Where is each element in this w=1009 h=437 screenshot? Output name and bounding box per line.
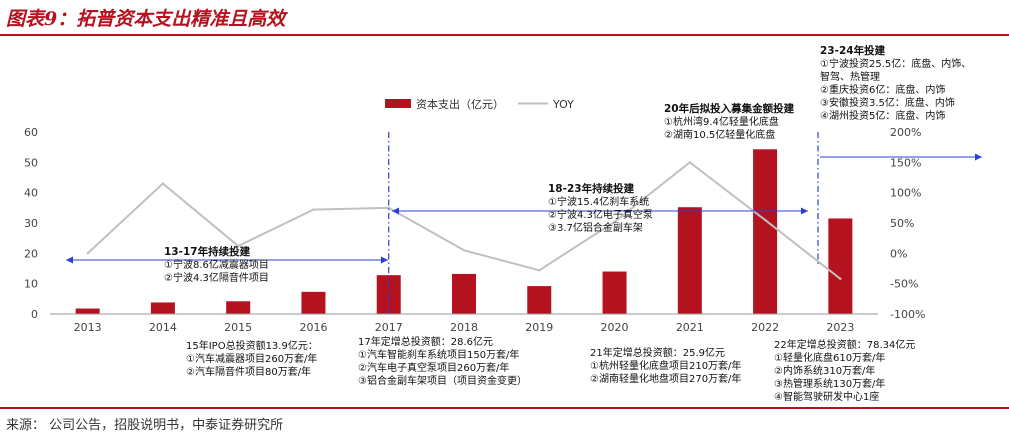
yoy-point — [688, 161, 692, 164]
capex-bar-2014 — [150, 302, 175, 314]
financing-line: 17年定增总投资额：28.6亿元 — [358, 335, 493, 348]
phase-line: ①宁波15.4亿刹车系统 — [548, 195, 649, 208]
y-right-tick-label: 50% — [890, 217, 914, 230]
axes-layer: 2013 2014 2015 2016 2017 2018 2019 2020 2021 2022… — [24, 126, 925, 334]
financing-line: ①汽车减震器项目260万套/年 — [186, 352, 317, 365]
phase-line: ④湖州投资5亿：底盘、内饰 — [820, 109, 945, 122]
legend-label-yoy: YOY — [552, 98, 574, 111]
capex-bar-2023 — [828, 218, 853, 314]
x-tick-label: 2013 — [74, 321, 102, 334]
labels-layer: 资本支出（亿元） YOY13-17年持续投建①宁波8.6亿减震器项目②宁波4.3亿… — [164, 44, 971, 403]
capex-bar-2021 — [677, 207, 702, 314]
legend-label-capex: 资本支出（亿元） — [416, 97, 504, 111]
phase-line: ③安徽投资3.5亿：底盘、内饰 — [820, 96, 955, 109]
financing-line: 15年IPO总投资额13.9亿元： — [186, 339, 318, 352]
financing-line: ③热管理系统130万套/年 — [774, 377, 885, 390]
financing-line: ④智能驾驶研发中心1座 — [774, 390, 879, 403]
yoy-point — [538, 269, 541, 272]
capex-bar-2018 — [452, 273, 476, 314]
phase-title: 23-24年投建 — [820, 44, 886, 57]
capex-bar-2020 — [602, 271, 627, 314]
y-left-tick-label: 10 — [24, 278, 38, 291]
capex-bar-2013 — [75, 308, 100, 314]
arrow-head — [381, 256, 388, 264]
financing-line: ②汽车隔音件项目80万套/年 — [186, 365, 311, 378]
arrow-head — [66, 256, 73, 264]
y-left-tick-label: 60 — [24, 126, 38, 139]
yoy-point — [462, 249, 466, 252]
x-tick-label: 2020 — [601, 321, 629, 334]
yoy-point — [839, 277, 842, 281]
financing-line: ②内饰系统310万套/年 — [774, 364, 875, 377]
y-left-tick-label: 30 — [24, 217, 38, 230]
phase-line: ①宁波投资25.5亿：底盘、内饰、 — [820, 57, 971, 70]
x-tick-label: 2018 — [450, 321, 478, 334]
y-right-tick-label: 200% — [890, 126, 921, 139]
y-right-tick-label: 100% — [890, 187, 921, 200]
arrow-head — [801, 207, 808, 215]
yoy-point — [387, 206, 390, 210]
x-tick-label: 2022 — [751, 321, 779, 334]
financing-line: ①杭州轻量化底盘项目210万套/年 — [590, 359, 741, 372]
phase-title: 20年后拟投入募集金额投建 — [664, 102, 795, 115]
y-right-tick-label: -100% — [890, 308, 925, 321]
capex-bar-2019 — [527, 286, 552, 314]
phase-line: 智驾、热管理 — [820, 70, 880, 83]
arrow-head — [392, 207, 399, 215]
yoy-point — [236, 244, 240, 248]
y-right-tick-label: 150% — [890, 156, 921, 169]
phase-title: 18-23年持续投建 — [548, 182, 635, 195]
yoy-point — [312, 208, 315, 211]
x-tick-label: 2016 — [299, 321, 327, 334]
y-left-tick-label: 50 — [24, 156, 38, 169]
x-tick-label: 2019 — [525, 321, 553, 334]
phase-line: ②宁波4.3亿隔音件项目 — [164, 271, 269, 284]
figure-title: 图表9：拓普资本支出精准且高效 — [6, 8, 286, 30]
phase-title: 13-17年持续投建 — [164, 245, 251, 258]
yoy-point — [763, 218, 767, 222]
footer-rule — [0, 407, 1009, 409]
yoy-point — [86, 252, 89, 255]
y-right-tick-label: -50% — [890, 278, 918, 291]
financing-line: ②湖南轻量化地盘项目270万套/年 — [590, 372, 741, 385]
financing-line: ③铝合金副车架项目（项目资金变更） — [358, 374, 527, 387]
y-left-tick-label: 0 — [31, 308, 38, 321]
bars-layer — [75, 149, 853, 314]
y-left-tick-label: 40 — [24, 187, 38, 200]
x-tick-label: 2021 — [676, 321, 704, 334]
x-tick-label: 2017 — [375, 321, 403, 334]
x-tick-label: 2023 — [826, 321, 854, 334]
yoy-point — [161, 182, 165, 185]
phase-line: ①杭州湾9.4亿轻量化底盘 — [664, 115, 779, 128]
financing-line: 21年定增总投资额：25.9亿元 — [590, 346, 725, 359]
y-right-tick-label: 0% — [890, 247, 907, 260]
x-tick-label: 2014 — [149, 321, 177, 334]
title-rule — [0, 34, 1009, 36]
x-tick-label: 2015 — [224, 321, 252, 334]
phase-line: ②宁波4.3亿电子真空泵 — [548, 208, 653, 221]
financing-line: ②汽车电子真空泵项目260万套/年 — [358, 361, 509, 374]
legend-swatch-capex — [385, 99, 411, 108]
arrow-head — [975, 153, 982, 161]
source-note: 来源： 公司公告，招股说明书，中泰证券研究所 — [6, 418, 284, 433]
y-left-tick-label: 20 — [24, 247, 38, 260]
phase-line: ②重庆投资6亿：底盘、内饰 — [820, 83, 945, 96]
financing-line: ①轻量化底盘610万套/年 — [774, 351, 885, 364]
phase-line: ②湖南10.5亿轻量化底盘 — [664, 128, 775, 141]
yoy-point — [613, 220, 616, 223]
capex-bar-2015 — [226, 301, 251, 314]
financing-line: 22年定增总投资额：78.34亿元 — [774, 338, 915, 351]
guides-layer — [66, 132, 982, 314]
capex-bar-2022 — [753, 149, 778, 314]
financing-line: ①汽车智能刹车系统项目150万套/年 — [358, 348, 519, 361]
phase-line: ③3.7亿铝合金副车架 — [548, 221, 643, 234]
capex-bar-2016 — [301, 291, 326, 314]
phase-line: ①宁波8.6亿减震器项目 — [164, 258, 269, 271]
yoy-line-layer — [86, 161, 842, 281]
